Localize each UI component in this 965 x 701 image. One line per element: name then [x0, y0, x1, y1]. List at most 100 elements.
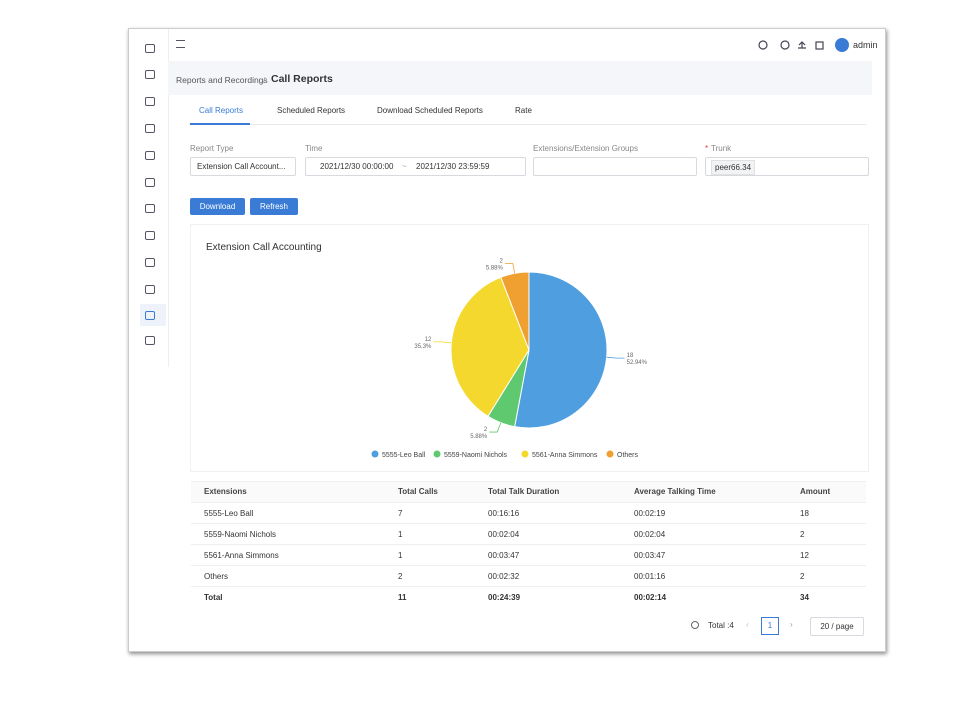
table-cell: 00:02:04 — [634, 530, 666, 539]
slice-percent: 5.88% — [470, 434, 488, 440]
table-cell: 34 — [800, 593, 809, 602]
legend-label: 5559-Naomi Nichols — [444, 452, 508, 459]
row-divider — [191, 565, 866, 566]
column-header: Extensions — [204, 487, 247, 496]
table-cell: 5559-Naomi Nichols — [204, 530, 277, 539]
slice-percent: 35.3% — [414, 344, 432, 350]
slice-count: 12 — [425, 337, 432, 343]
table-cell: 12 — [800, 551, 809, 560]
table-cell: 1 — [398, 551, 403, 560]
table-cell: 2 — [800, 572, 805, 581]
page-number[interactable]: 1 — [761, 617, 779, 635]
legend-marker — [606, 450, 614, 458]
legend-marker — [433, 450, 441, 458]
legend-marker — [521, 450, 529, 458]
select[interactable] — [533, 157, 697, 176]
toolbar-svg — [758, 40, 824, 50]
table-cell: 2 — [800, 530, 805, 539]
column-header: Average Talking Time — [634, 487, 716, 496]
trunk-tag[interactable]: peer66.34 — [711, 160, 756, 175]
table-cell: 00:02:04 — [488, 530, 520, 539]
date-start: 2021/12/30 00:00:00 — [320, 162, 394, 171]
table-header-bg — [191, 481, 866, 503]
row-divider — [191, 544, 866, 545]
nav-icon[interactable] — [145, 44, 155, 53]
table-cell: Total — [204, 593, 223, 602]
tab-divider — [189, 124, 866, 125]
tab[interactable]: Scheduled Reports — [277, 106, 346, 115]
nav-icon[interactable] — [145, 204, 155, 213]
next-page[interactable]: › — [790, 620, 793, 629]
table-cell: 1 — [398, 530, 403, 539]
breadcrumb-separator: / — [263, 75, 266, 85]
nav-icon[interactable] — [145, 336, 155, 345]
table-cell: 00:01:16 — [634, 572, 666, 581]
table-cell: Others — [204, 572, 229, 581]
column-header: Total Talk Duration — [488, 487, 560, 496]
table-cell: 2 — [398, 572, 403, 581]
nav-icon[interactable] — [145, 97, 155, 106]
table-cell: 00:24:39 — [488, 593, 521, 602]
legend-marker — [371, 450, 379, 458]
slice-percent: 5.88% — [486, 265, 504, 271]
row-divider — [191, 502, 866, 503]
nav-icon[interactable] — [145, 70, 155, 79]
table-cell: 00:02:19 — [634, 509, 666, 518]
row-divider — [191, 523, 866, 524]
chart-card — [190, 224, 869, 472]
table-cell: 00:02:14 — [634, 593, 667, 602]
user-name[interactable]: admin — [853, 40, 878, 50]
tab-underline — [190, 123, 250, 125]
field-label: Extensions/Extension Groups — [533, 144, 638, 153]
field-label: Trunk — [711, 144, 732, 153]
table-cell: 00:03:47 — [488, 551, 520, 560]
page-size[interactable]: 20 / page — [810, 617, 864, 636]
download-button[interactable]: Download — [190, 198, 245, 215]
menu-toggle[interactable] — [176, 40, 185, 48]
legend-label: 5555-Leo Ball — [382, 452, 426, 459]
nav-icon[interactable] — [145, 124, 155, 133]
slice-percent: 52.94% — [627, 360, 648, 366]
select[interactable] — [190, 157, 296, 176]
legend-label: 5561-Anna Simmons — [532, 452, 598, 459]
tab[interactable]: Call Reports — [199, 106, 244, 115]
slice-count: 2 — [499, 258, 503, 264]
date-range[interactable] — [305, 157, 526, 176]
nav-icon[interactable] — [145, 178, 155, 187]
column-header: Total Calls — [398, 487, 438, 496]
nav-icon[interactable] — [145, 151, 155, 160]
table-cell: 7 — [398, 509, 403, 518]
breadcrumb-bar — [168, 61, 872, 95]
legend-label: Others — [617, 452, 639, 459]
breadcrumb[interactable]: Reports and Recordings — [176, 75, 268, 85]
tab[interactable]: Download Scheduled Reports — [377, 106, 483, 115]
row-divider — [191, 586, 866, 587]
tab[interactable]: Rate — [515, 106, 532, 115]
nav-icon[interactable] — [145, 231, 155, 240]
pie-slice — [514, 271, 608, 429]
nav-icon[interactable] — [145, 285, 155, 294]
sidebar-active — [140, 304, 166, 326]
total-count: Total :4 — [708, 621, 734, 630]
table-cell: 00:16:16 — [488, 509, 520, 518]
nav-icon[interactable] — [145, 258, 155, 267]
leader-line — [433, 341, 452, 344]
toolbar-icons[interactable] — [758, 40, 828, 50]
leader-line — [606, 356, 625, 359]
select-value: Extension Call Account... — [197, 162, 286, 171]
table-cell: 11 — [398, 593, 407, 602]
date-end: 2021/12/30 23:59:59 — [416, 162, 490, 171]
table-cell: 00:03:47 — [634, 551, 666, 560]
refresh-button[interactable]: Refresh — [250, 198, 298, 215]
required-mark: * — [705, 144, 709, 153]
slice-count: 18 — [627, 353, 634, 359]
page-title: Call Reports — [271, 73, 333, 85]
avatar[interactable] — [835, 38, 849, 52]
table-cell: 5555-Leo Ball — [204, 509, 254, 518]
nav-icon[interactable] — [145, 311, 155, 320]
prev-page[interactable]: ‹ — [746, 620, 749, 629]
refresh-icon[interactable] — [691, 621, 699, 629]
date-separator: ~ — [402, 162, 407, 171]
leader-line — [504, 263, 516, 274]
